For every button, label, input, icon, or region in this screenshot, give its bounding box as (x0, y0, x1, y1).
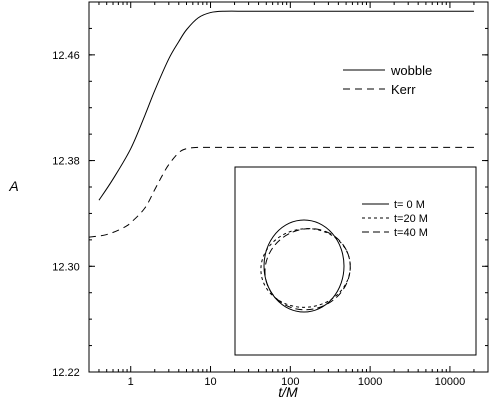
y-tick-label: 12.38 (52, 156, 80, 168)
inset-legend-label-t20: t=20 M (394, 213, 428, 225)
inset-legend-label-t0: t= 0 M (394, 199, 425, 211)
x-tick-label: 1 (128, 376, 134, 388)
x-tick-label: 1000 (358, 376, 382, 388)
series-line-kerr (88, 146, 474, 238)
y-tick-label: 12.46 (52, 50, 80, 62)
main-legend: wobble Kerr (343, 63, 432, 97)
inset: t= 0 M t=20 M t=40 M (234, 166, 477, 356)
main-tick-labels: 1 10 100 1000 10000 12.22 12.30 12.38 12.46 (52, 50, 465, 388)
y-tick-label: 12.22 (52, 367, 80, 379)
main-series (88, 10, 474, 238)
inset-contour-2 (264, 228, 351, 311)
inset-contours (260, 219, 351, 313)
x-axis-title: t/M (278, 384, 298, 400)
main-ticks (88, 1, 489, 373)
inset-frame (234, 166, 477, 356)
legend-label-kerr: Kerr (391, 82, 416, 97)
y-tick-label: 12.30 (52, 261, 80, 273)
x-tick-label: 100 (281, 376, 299, 388)
inset-contour-0 (263, 219, 345, 313)
inset-legend-label-t40: t=40 M (394, 227, 428, 239)
x-tick-label: 10 (204, 376, 216, 388)
legend-label-wobble: wobble (390, 63, 432, 78)
series-line-wobble (98, 10, 474, 201)
inset-legend: t= 0 M t=20 M t=40 M (362, 199, 428, 239)
x-tick-label: 10000 (435, 376, 466, 388)
y-axis-title: A (8, 178, 18, 194)
